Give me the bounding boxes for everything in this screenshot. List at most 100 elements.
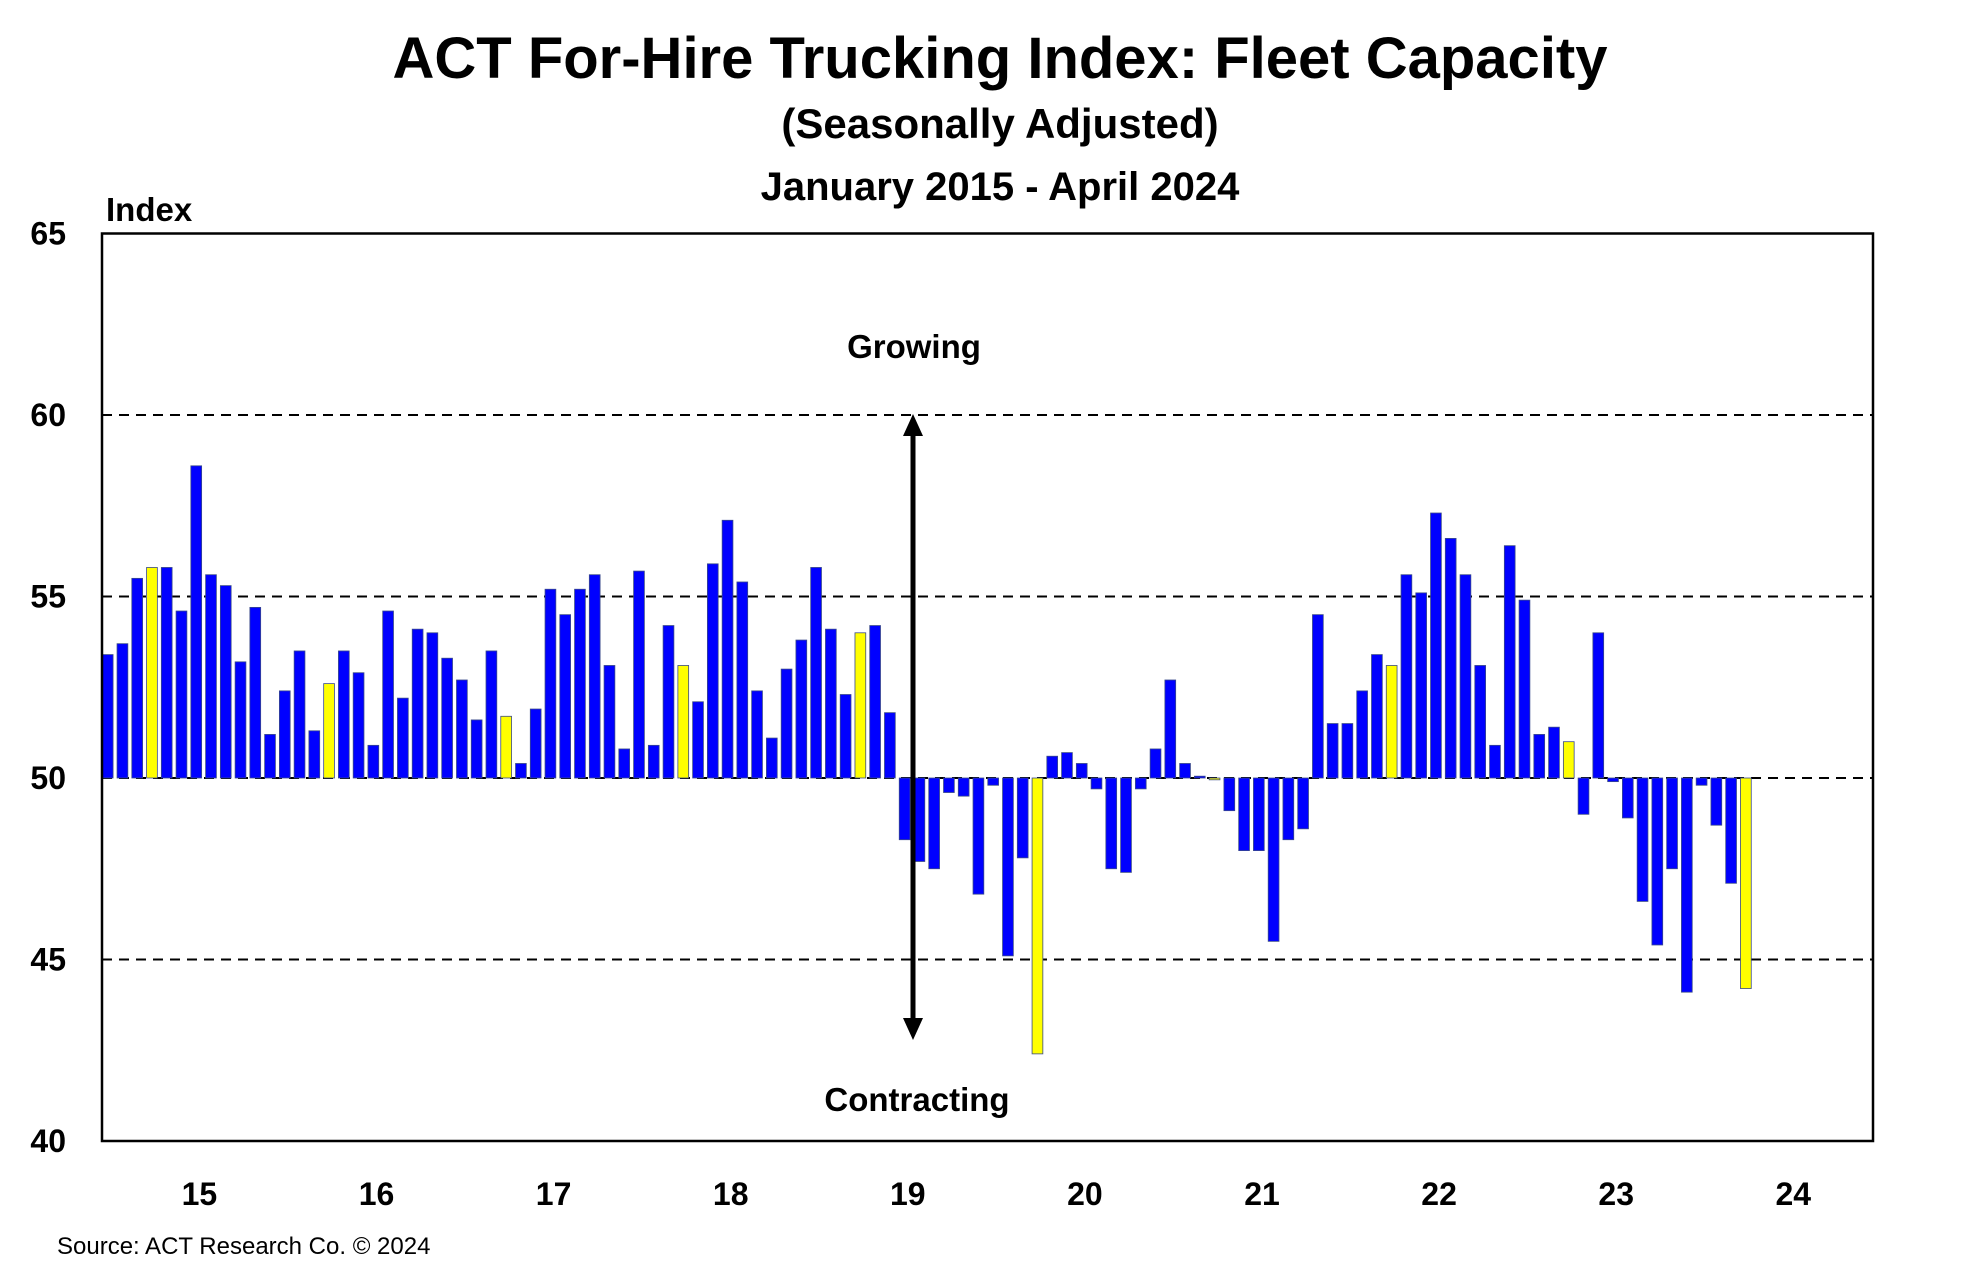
- bar-highlight: [1208, 777, 1221, 781]
- bar: [1046, 755, 1059, 779]
- bar: [544, 588, 557, 779]
- bar: [175, 610, 188, 779]
- bar: [367, 744, 380, 779]
- bar: [352, 672, 365, 779]
- bar: [1474, 665, 1486, 779]
- bar: [1016, 777, 1029, 859]
- bar: [190, 465, 203, 779]
- bar: [1548, 726, 1560, 779]
- bar: [1725, 777, 1737, 884]
- x-tick-label: 19: [890, 1176, 926, 1212]
- plot-frame: [100, 232, 1875, 1143]
- bar: [131, 577, 143, 779]
- bar: [234, 661, 247, 779]
- bar: [972, 777, 985, 895]
- bar: [825, 628, 837, 779]
- chart-period: January 2015 - April 2024: [761, 165, 1241, 209]
- bar: [485, 650, 498, 779]
- y-tick-label: 50: [30, 760, 66, 796]
- y-axis-label: Index: [106, 191, 193, 228]
- x-tick-label: 16: [359, 1176, 395, 1212]
- x-tick-label: 18: [713, 1176, 749, 1212]
- y-tick-label: 55: [30, 579, 66, 615]
- bar-highlight: [500, 715, 512, 779]
- bar: [780, 668, 793, 779]
- chart-title: ACT For-Hire Trucking Index: Fleet Capac…: [393, 26, 1608, 91]
- bar: [338, 650, 350, 779]
- bar: [382, 610, 394, 779]
- bar: [529, 708, 542, 779]
- bar: [1120, 777, 1132, 873]
- bar: [1666, 777, 1678, 870]
- bar: [913, 777, 926, 862]
- bar: [1430, 512, 1442, 779]
- bar: [574, 588, 586, 779]
- bar-highlight: [1740, 777, 1752, 989]
- bar: [249, 606, 262, 779]
- bar: [219, 585, 232, 779]
- source-note: Source: ACT Research Co. © 2024: [57, 1233, 430, 1260]
- bar: [1105, 777, 1118, 870]
- bar: [1415, 592, 1427, 779]
- bar: [1326, 723, 1339, 779]
- bar: [957, 777, 970, 797]
- gridlines: [102, 414, 1873, 961]
- bar: [839, 694, 852, 779]
- bar: [1518, 599, 1531, 779]
- bar: [1179, 763, 1191, 779]
- bar: [1238, 777, 1250, 851]
- bar-highlight: [1562, 741, 1575, 779]
- chart-subtitle: (Seasonally Adjusted): [781, 100, 1218, 147]
- bar: [1090, 777, 1103, 790]
- bar: [1636, 777, 1649, 902]
- bar: [1194, 775, 1206, 779]
- bar-highlight: [146, 567, 158, 779]
- growth-arrow: [903, 414, 923, 1040]
- bar: [795, 639, 808, 779]
- bar: [456, 679, 468, 779]
- bar-highlight: [677, 665, 690, 779]
- bar: [1061, 752, 1073, 779]
- bar: [293, 650, 306, 779]
- bar: [264, 734, 276, 779]
- bar-highlight: [854, 632, 867, 779]
- bar: [515, 763, 527, 779]
- bar: [1592, 632, 1605, 779]
- bar: [1489, 744, 1501, 779]
- bar: [721, 519, 734, 779]
- bar: [205, 574, 217, 779]
- bar: [1577, 777, 1590, 815]
- bar: [943, 777, 955, 793]
- bar: [1164, 679, 1177, 779]
- bar: [559, 614, 571, 779]
- bar: [588, 574, 601, 779]
- bar: [736, 581, 749, 779]
- bar: [884, 712, 896, 779]
- bar: [1371, 654, 1383, 779]
- bar: [1607, 777, 1619, 783]
- bar: [470, 719, 483, 779]
- bar: [1503, 545, 1516, 779]
- bar: [618, 748, 631, 779]
- bar: [662, 625, 675, 779]
- bar: [441, 657, 453, 779]
- x-tick-label: 17: [536, 1176, 572, 1212]
- bars: [101, 465, 1752, 1055]
- x-tick-labels: 15 16 17 18 19 20 21 22 23 24: [182, 1176, 1812, 1212]
- bar: [1681, 777, 1693, 993]
- bar: [928, 777, 940, 870]
- bar: [116, 643, 129, 779]
- bar-highlight: [323, 683, 335, 779]
- bar: [987, 777, 999, 786]
- bar: [1253, 777, 1265, 851]
- bar: [1533, 734, 1546, 779]
- y-tick-label: 65: [30, 216, 66, 252]
- growing-label: Growing: [847, 328, 981, 365]
- bar: [1695, 777, 1708, 786]
- x-tick-label: 21: [1244, 1176, 1280, 1212]
- bar: [1223, 777, 1236, 812]
- y-tick-label: 40: [30, 1123, 66, 1159]
- x-tick-label: 15: [182, 1176, 218, 1212]
- bar: [1710, 777, 1723, 826]
